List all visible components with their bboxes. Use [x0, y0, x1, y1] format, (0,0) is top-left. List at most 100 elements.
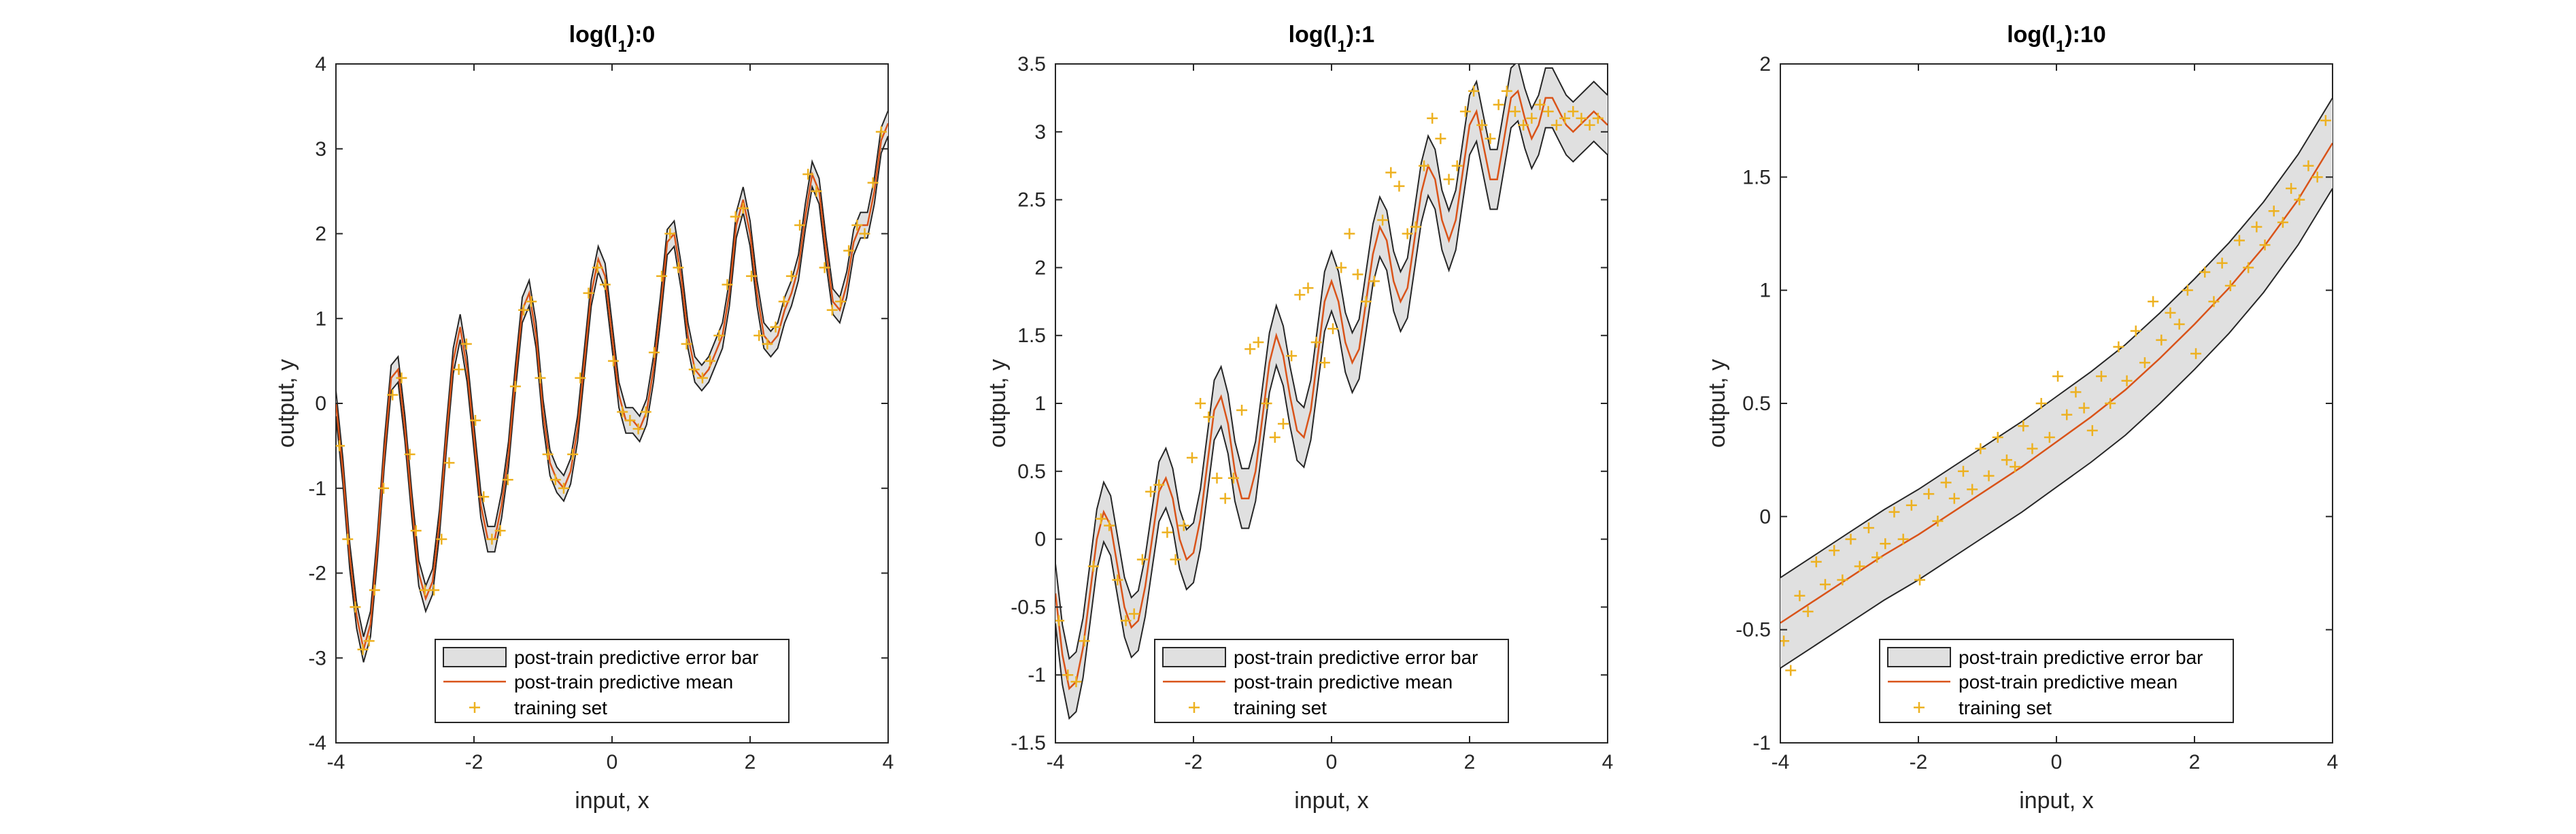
training-point	[470, 414, 481, 426]
x-tick-label: -4	[1047, 751, 1065, 773]
error-band-upper-edge	[1780, 97, 2333, 579]
y-tick-label: 2	[1759, 53, 1771, 76]
legend-errorbar-swatch	[1162, 647, 1226, 667]
training-point	[785, 270, 797, 282]
training-point	[2182, 284, 2193, 296]
training-point	[336, 440, 345, 452]
training-point	[1385, 167, 1397, 178]
training-point	[1584, 119, 1595, 131]
error-band-upper-edge	[1055, 64, 1608, 661]
training-point	[460, 338, 472, 350]
training-point	[1810, 556, 1822, 567]
panel-2-y-axis-label: output, y	[1704, 359, 1730, 448]
y-tick-label: 1	[315, 307, 326, 330]
y-tick-label: 3	[1034, 121, 1046, 144]
legend-training-marker	[1189, 702, 1200, 713]
training-point	[640, 406, 651, 418]
training-point	[1435, 133, 1446, 144]
training-point	[2216, 257, 2228, 269]
training-point	[2259, 239, 2271, 251]
training-point	[396, 372, 407, 384]
y-tick-label: -0.5	[1011, 596, 1046, 618]
training-point	[1983, 470, 1995, 482]
panel-0-axes-box	[335, 63, 889, 744]
y-tick-label: 0.5	[1742, 393, 1771, 415]
training-point	[2105, 398, 2116, 409]
training-point	[1104, 520, 1115, 531]
training-point	[558, 482, 569, 494]
training-point	[713, 330, 725, 341]
x-tick-label: -4	[327, 751, 345, 773]
training-point	[802, 169, 814, 180]
training-point	[819, 262, 830, 273]
training-point	[1576, 112, 1587, 124]
training-point	[410, 525, 422, 537]
training-point	[1219, 493, 1231, 504]
training-point	[1567, 105, 1579, 117]
training-point	[549, 474, 561, 486]
panel-1-plot-layer	[1055, 64, 1608, 720]
legend-mean-label: post-train predictive mean	[1959, 671, 2177, 693]
x-tick-label: 0	[1326, 751, 1338, 773]
y-tick-label: 1.5	[1017, 324, 1046, 347]
training-point	[673, 262, 684, 273]
training-point	[1819, 579, 1831, 590]
y-tick-label: 3.5	[1017, 53, 1046, 76]
training-point	[1880, 538, 1891, 550]
y-tick-label: -4	[308, 732, 326, 754]
x-tick-label: 4	[2327, 751, 2339, 773]
panel-1-legend: post-train predictive error bar post-tra…	[1154, 639, 1509, 723]
training-point	[2268, 205, 2280, 217]
training-point	[778, 296, 790, 307]
training-point	[1244, 344, 1256, 355]
y-tick-label: 1.5	[1742, 166, 1771, 188]
training-point	[583, 287, 594, 299]
training-point	[1055, 615, 1065, 627]
training-point	[1542, 105, 1554, 117]
training-point	[1914, 574, 1926, 586]
error-band-upper-edge	[336, 110, 888, 637]
panel-0-plot-layer	[336, 110, 888, 663]
training-point	[1062, 669, 1074, 681]
legend-training-label: training set	[1234, 697, 1327, 718]
training-point	[2243, 262, 2254, 273]
training-point	[1368, 276, 1380, 287]
training-point	[1286, 350, 1298, 362]
training-point	[2095, 371, 2107, 382]
training-point	[2311, 171, 2323, 183]
training-point	[2018, 420, 2029, 432]
training-point	[2070, 386, 2082, 398]
training-point	[1534, 99, 1546, 110]
training-point	[1459, 105, 1471, 117]
legend-training-label: training set	[514, 697, 607, 718]
training-point	[1352, 269, 1363, 280]
y-tick-label: 1	[1034, 393, 1046, 415]
x-tick-label: 4	[883, 751, 894, 773]
training-point	[753, 330, 765, 341]
y-tick-label: 0	[1034, 529, 1046, 551]
x-tick-label: 0	[607, 751, 618, 773]
training-point	[1227, 472, 1239, 484]
panel-1-title: log(l1):1	[1289, 22, 1375, 56]
training-point	[2224, 280, 2236, 292]
training-point	[811, 186, 822, 197]
training-point	[1112, 574, 1123, 586]
legend-training-marker	[469, 702, 480, 713]
training-point	[404, 448, 416, 460]
panel-0-y-axis-label: output, y	[273, 359, 299, 448]
training-point	[1344, 228, 1355, 239]
x-tick-label: 2	[2189, 751, 2201, 773]
training-point	[1120, 615, 1132, 627]
training-point	[2190, 348, 2202, 359]
y-tick-label: 0	[1759, 505, 1771, 528]
error-band	[1055, 64, 1608, 719]
panel-2: -4 -2 0 2 4 -1 -0.5 0 0.5 1 1.5 2 log(l1):10 input,…	[1704, 22, 2338, 814]
training-point	[2139, 357, 2150, 369]
training-point	[688, 364, 700, 376]
training-point	[436, 533, 447, 545]
training-point	[1178, 520, 1189, 531]
training-point	[342, 533, 354, 545]
training-point	[1377, 214, 1389, 226]
training-point	[453, 364, 464, 376]
